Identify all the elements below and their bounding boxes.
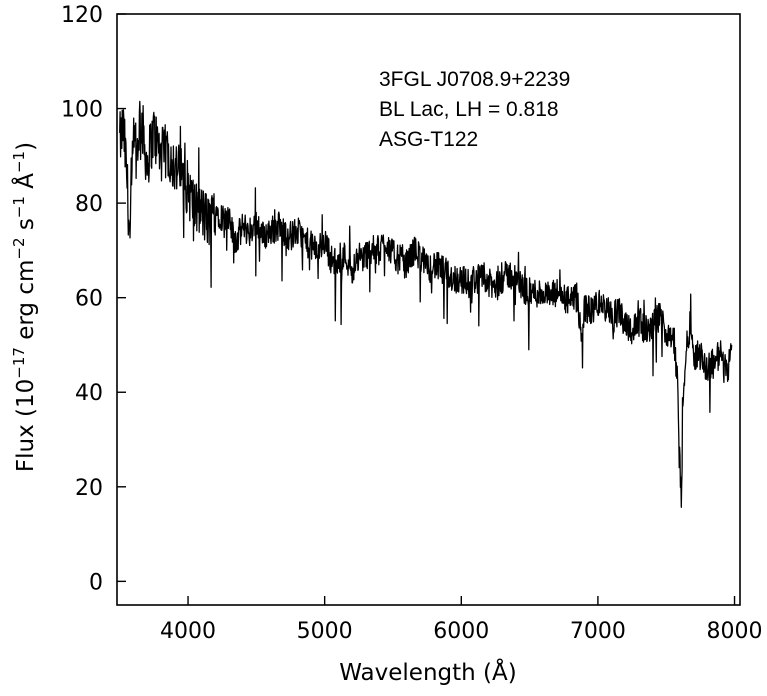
- x-tick-label: 5000: [297, 619, 353, 644]
- y-axis-title-part: s: [13, 218, 39, 237]
- y-tick-label: 0: [89, 570, 103, 595]
- plot-border: [116, 13, 741, 606]
- axis-ticks: [117, 13, 736, 605]
- annotation-line: ASG-T122: [379, 128, 478, 151]
- y-tick-label: 20: [75, 476, 103, 501]
- annotation-line: BL Lac, LH = 0.818: [379, 98, 559, 121]
- axis-tick-labels: 4000 5000 6000 7000 8000 0 20 40 60 80 100 120: [61, 3, 763, 644]
- y-axis-title-superscript: −1: [10, 196, 28, 218]
- y-tick-label: 60: [75, 287, 103, 312]
- y-axis-title-superscript: −2: [10, 237, 28, 259]
- annotation-block: 3FGL J0708.9+2239 BL Lac, LH = 0.818 ASG-T…: [379, 68, 570, 151]
- y-axis-title-superscript: −17: [10, 347, 28, 379]
- annotation-line: 3FGL J0708.9+2239: [379, 68, 570, 91]
- y-tick-label: 120: [61, 3, 103, 28]
- x-tick-label: 8000: [707, 619, 763, 644]
- series-layer: [119, 100, 733, 508]
- x-tick-label: 7000: [570, 619, 626, 644]
- x-tick-label: 4000: [160, 619, 216, 644]
- spectrum-line: [119, 100, 733, 508]
- y-tick-label: 100: [61, 98, 103, 123]
- y-axis-title-part: Flux (10: [13, 379, 39, 472]
- y-tick-label: 80: [75, 192, 103, 217]
- y-axis-title-part: ): [13, 142, 39, 151]
- y-axis-title-part: Å: [11, 173, 39, 196]
- y-axis-title: Flux (10−17 erg cm−2 s−1 Å−1): [10, 142, 39, 472]
- y-axis-title-part: erg cm: [13, 260, 39, 347]
- y-axis-title-superscript: −1: [10, 151, 28, 173]
- y-tick-label: 40: [75, 381, 103, 406]
- plot-frame: [116, 13, 741, 606]
- x-tick-label: 6000: [433, 619, 489, 644]
- x-axis-title: Wavelength (Å): [339, 658, 516, 686]
